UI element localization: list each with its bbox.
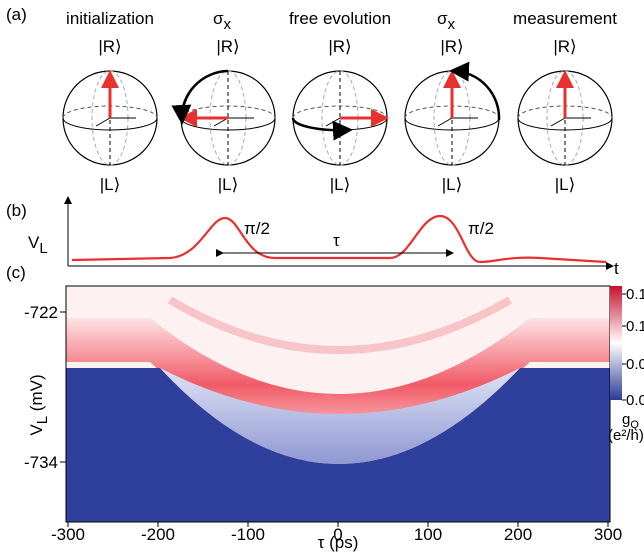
y-axis-label: VL: [28, 233, 48, 257]
panel-label: (a): [6, 5, 27, 24]
state-label: |L⟩: [218, 175, 239, 194]
y-axis: [325, 117, 341, 127]
pulse-label: π/2: [244, 219, 270, 238]
step-title: free evolution: [289, 9, 391, 28]
pulse-label: π/2: [468, 219, 494, 238]
step-title: σx: [437, 9, 456, 33]
x-tick-label: 200: [504, 525, 532, 544]
x-tick-label: 0: [333, 525, 342, 544]
colorbar-unit: (e²/h): [608, 427, 644, 444]
x-tick-label: 300: [594, 525, 622, 544]
rotation-arc: [449, 61, 501, 121]
x-tick-label: 100: [414, 525, 442, 544]
step-title: initialization: [66, 9, 154, 28]
colorbar-tick-label: 0.1: [626, 318, 644, 335]
bloch-spheres: initialization|R⟩|L⟩σx|R⟩|L⟩free evoluti…: [62, 9, 617, 194]
colorbar-tick-label: 0.0: [626, 356, 644, 373]
heatmap: [65, 285, 611, 523]
state-label: |L⟩: [330, 175, 351, 194]
state-label: |R⟩: [328, 37, 351, 56]
x-tick-label: -100: [231, 525, 265, 544]
state-label: |L⟩: [442, 175, 463, 194]
title-base: σ: [437, 9, 448, 28]
x-axis-label: t: [614, 259, 619, 278]
colorbar: [610, 286, 622, 400]
title-sub: x: [448, 16, 456, 33]
y-axis-label: VL (mV): [27, 374, 51, 435]
x-axis-label: τ (ps): [318, 533, 359, 552]
colorbar-tick-label: 0.0: [626, 392, 644, 409]
step-title: measurement: [513, 9, 617, 28]
state-label: |R⟩: [98, 37, 121, 56]
x-tick-label: -300: [51, 525, 85, 544]
state-label: |R⟩: [553, 37, 576, 56]
panel-label: (b): [6, 201, 27, 220]
rotation-arc: [291, 117, 353, 141]
colorbar-tick-label: 0.1: [626, 286, 644, 303]
step-title: σx: [213, 9, 232, 33]
panel-label: (c): [6, 263, 26, 282]
title-base: σ: [213, 9, 224, 28]
y-tick-label: -734: [24, 453, 58, 472]
pulse-curve: [71, 214, 607, 264]
state-label: |R⟩: [440, 37, 463, 56]
y-axis: [550, 117, 566, 127]
state-label: |L⟩: [555, 175, 576, 194]
state-label: |L⟩: [100, 175, 121, 194]
y-tick-label: -722: [24, 303, 58, 322]
state-label: |R⟩: [216, 37, 239, 56]
delay-label: τ: [333, 231, 340, 250]
y-axis: [95, 117, 111, 127]
title-sub: x: [224, 16, 232, 33]
rotation-arc: [171, 69, 229, 125]
y-axis: [437, 117, 453, 127]
colorbar-label: gQ: [622, 411, 639, 431]
x-tick-label: -200: [141, 525, 175, 544]
